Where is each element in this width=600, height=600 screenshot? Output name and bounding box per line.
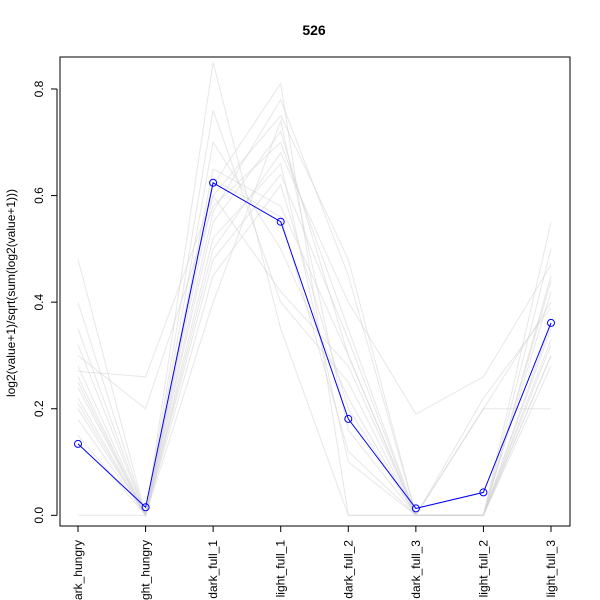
x-tick-label-dark_full_1: dark_full_1	[206, 540, 220, 599]
x-axis: dark_hungry light_hungry dark_full_1 light_…	[71, 525, 558, 600]
background-series-group	[77, 62, 552, 518]
y-tick-label-4: 0.8	[32, 80, 46, 97]
y-tick-label-2: 0.4	[32, 293, 46, 310]
x-tick-label-dark_hungry: dark_hungry	[71, 540, 85, 600]
series-point-light_full_2	[479, 488, 488, 497]
series-point-dark_hungry	[74, 439, 82, 448]
chart-title: 526	[302, 22, 326, 38]
series-point-light_full_1	[276, 217, 285, 226]
series-point-light_hungry	[141, 503, 150, 512]
y-axis-label: log2(value+1)/sqrt(sum(log2(value+1)))	[4, 189, 18, 397]
x-tick-label-light_full_2: light_full_2	[476, 540, 490, 598]
x-tick-label-light_hungry: light_hungry	[139, 540, 153, 600]
x-tick-label-dark_full_3: dark_full_3	[409, 540, 423, 599]
background-series-line-0	[78, 62, 552, 516]
background-series-line-11	[77, 119, 552, 517]
background-series-line-14	[77, 173, 551, 517]
background-series-line-2	[77, 114, 552, 516]
y-tick-label-3: 0.6	[32, 187, 46, 204]
background-series-line-1	[77, 82, 552, 516]
series-line	[77, 182, 552, 509]
x-tick-label-light_full_1: light_full_1	[274, 540, 288, 598]
background-series-line-10	[77, 162, 552, 517]
x-tick-label-dark_full_2: dark_full_2	[341, 540, 355, 599]
series-point-light_full_3	[547, 318, 555, 327]
series-point-dark_full_3	[411, 504, 420, 513]
plot-frame	[59, 56, 571, 527]
y-axis: 0.0 0.2 0.4 0.6 0.8	[32, 80, 58, 524]
background-series-line-12	[77, 98, 552, 517]
series-point-dark_full_2	[344, 414, 353, 423]
series-point-dark_full_1	[209, 178, 218, 187]
highlighted-series-group	[74, 178, 555, 513]
x-tick-label-light_full_3: light_full_3	[544, 540, 558, 598]
background-series-line-15	[77, 178, 552, 517]
y-tick-label-0: 0.0	[32, 507, 46, 524]
y-tick-label-1: 0.2	[32, 400, 46, 417]
